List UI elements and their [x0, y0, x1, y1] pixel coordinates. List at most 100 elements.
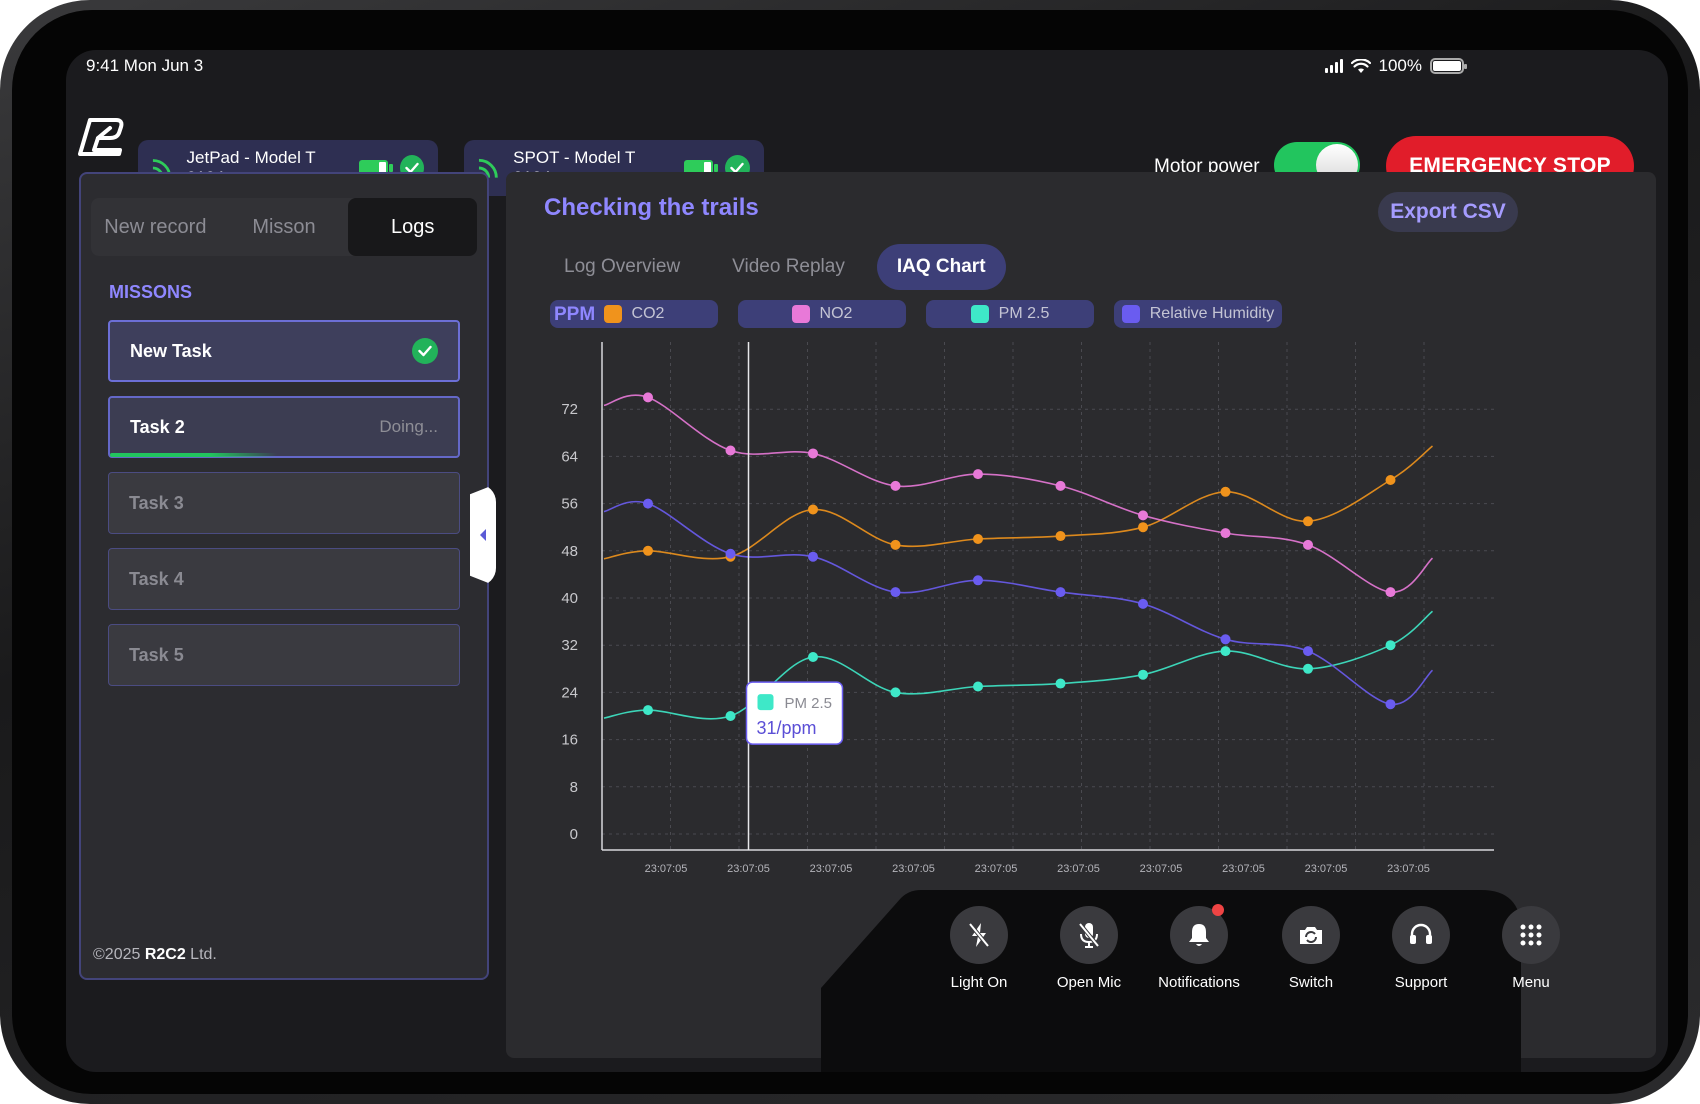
data-point: [1055, 531, 1066, 542]
tab-new-record[interactable]: New record: [104, 215, 207, 238]
open-mic-button[interactable]: Open Mic: [1029, 906, 1149, 991]
dock-icon-circle: [1170, 904, 1228, 964]
menu-button[interactable]: Menu: [1471, 906, 1591, 991]
data-point: [973, 681, 983, 692]
sidebar-tabs: New record Misson Logs: [91, 198, 478, 256]
task-label: New Task: [130, 340, 212, 361]
legend-no2[interactable]: NO2: [738, 300, 906, 328]
task-item-new-task[interactable]: New Task: [108, 320, 460, 382]
y-tick-label: 0: [570, 826, 578, 843]
battery-percent: 100%: [1378, 56, 1422, 75]
sidebar-collapse-handle[interactable]: [470, 484, 496, 586]
data-point: [1138, 522, 1148, 533]
light-on-button[interactable]: Light On: [919, 906, 1039, 991]
y-tick-label: 72: [561, 401, 578, 418]
legend-pm25[interactable]: PM 2.5: [926, 300, 1094, 328]
data-point: [1055, 678, 1066, 689]
copyright-brand: R2C2: [144, 946, 186, 963]
legend-co2[interactable]: PPM CO2: [550, 300, 718, 328]
y-tick-label: 40: [561, 590, 578, 607]
page-title: Checking the trails: [544, 194, 759, 221]
data-point: [973, 469, 983, 480]
tooltip-series-label: PM 2.5: [785, 695, 833, 712]
x-tick-label: 23:07:05: [645, 863, 688, 875]
data-point: [890, 587, 901, 598]
data-point: [808, 504, 818, 515]
copyright: ©2025 R2C2 Ltd.: [93, 946, 217, 964]
tooltip-swatch: [757, 694, 774, 711]
task-item-task-4[interactable]: Task 4: [108, 548, 460, 610]
data-point: [890, 539, 901, 550]
series-line-relative-humidity: [603, 500, 1434, 706]
dock-icon-circle: [1502, 906, 1560, 964]
task-label: Task 4: [129, 568, 184, 589]
status-time: 9:41 Mon Jun 3: [86, 56, 204, 75]
dock-label: Menu: [1512, 974, 1550, 991]
chart-unit-label: PPM: [554, 304, 596, 325]
data-point: [890, 480, 901, 491]
task-item-task-2[interactable]: Task 2 Doing...: [108, 396, 460, 458]
task-item-task-5[interactable]: Task 5: [108, 624, 460, 686]
dock-label: Light On: [950, 974, 1008, 991]
task-status: Doing...: [379, 417, 438, 436]
data-point: [643, 392, 653, 403]
chart-legend: PPM CO2 NO2 PM 2.5 Relative Humidi: [550, 300, 1282, 328]
tab-log-overview[interactable]: Log Overview: [564, 256, 681, 277]
dock-icon-circle: [1060, 906, 1118, 964]
missions-title: MISSONS: [109, 282, 193, 302]
tablet-bezel: 9:41 Mon Jun 3 100%: [12, 10, 1688, 1094]
task-label: Task 3: [129, 492, 184, 513]
data-point: [725, 711, 736, 721]
main-panel: Checking the trails Export CSV Log Overv…: [506, 172, 1656, 1058]
legend-relative-humidity[interactable]: Relative Humidity: [1114, 300, 1282, 328]
data-point: [1385, 699, 1396, 710]
tab-mission[interactable]: Misson: [252, 215, 316, 238]
legend-label: CO2: [631, 305, 665, 322]
x-tick-label: 23:07:05: [1140, 863, 1183, 875]
cellular-signal-icon: [1324, 59, 1343, 73]
y-tick-label: 56: [561, 496, 578, 513]
series-line-no2: [603, 394, 1434, 593]
data-point: [1138, 510, 1148, 521]
legend-swatch: [970, 305, 989, 323]
legend-swatch: [791, 305, 810, 323]
data-point: [1220, 634, 1231, 645]
task-label: Task 5: [129, 644, 184, 665]
tab-video-replay[interactable]: Video Replay: [732, 256, 845, 277]
screen: 9:41 Mon Jun 3 100%: [66, 50, 1668, 1072]
y-tick-label: 32: [561, 637, 578, 654]
data-point: [643, 705, 653, 716]
headset-icon: [1410, 923, 1432, 944]
tooltip-value: 31/ppm: [757, 718, 817, 738]
legend-swatch: [1121, 305, 1140, 323]
y-tick-label: 64: [561, 448, 578, 465]
data-point: [643, 545, 653, 556]
camera-switch-icon: [1300, 927, 1322, 944]
r2c2-logo: [78, 118, 124, 156]
data-point: [1220, 646, 1231, 657]
task-label: Task 2: [130, 416, 185, 437]
export-csv-button[interactable]: Export CSV: [1378, 192, 1518, 232]
y-tick-label: 48: [561, 543, 578, 560]
task-item-task-3[interactable]: Task 3: [108, 472, 460, 534]
y-tick-label: 24: [561, 684, 578, 701]
task-done-check-icon: [412, 338, 438, 364]
tab-iaq-chart[interactable]: IAQ Chart: [876, 244, 1006, 290]
notifications-button[interactable]: Notifications: [1139, 904, 1259, 991]
support-button[interactable]: Support: [1361, 906, 1481, 991]
iaq-line-chart[interactable]: 0 8 16 24 32 40 48 56 64 72 23:07:05 23:07:05 23:07:…: [544, 332, 1544, 892]
tab-logs[interactable]: Logs: [348, 198, 478, 256]
data-point: [973, 534, 983, 544]
status-bar: 9:41 Mon Jun 3 100%: [66, 50, 1668, 82]
y-tick-label: 16: [561, 732, 578, 749]
switch-camera-button[interactable]: Switch: [1251, 906, 1371, 991]
data-point: [1303, 646, 1313, 657]
wifi-icon: [1350, 58, 1371, 73]
chevron-left-icon: [480, 529, 486, 541]
data-point: [1385, 587, 1396, 598]
data-point: [808, 551, 818, 562]
x-tick-label: 23:07:05: [892, 863, 935, 875]
dock-label: Open Mic: [1056, 974, 1122, 991]
data-point: [1303, 663, 1313, 674]
